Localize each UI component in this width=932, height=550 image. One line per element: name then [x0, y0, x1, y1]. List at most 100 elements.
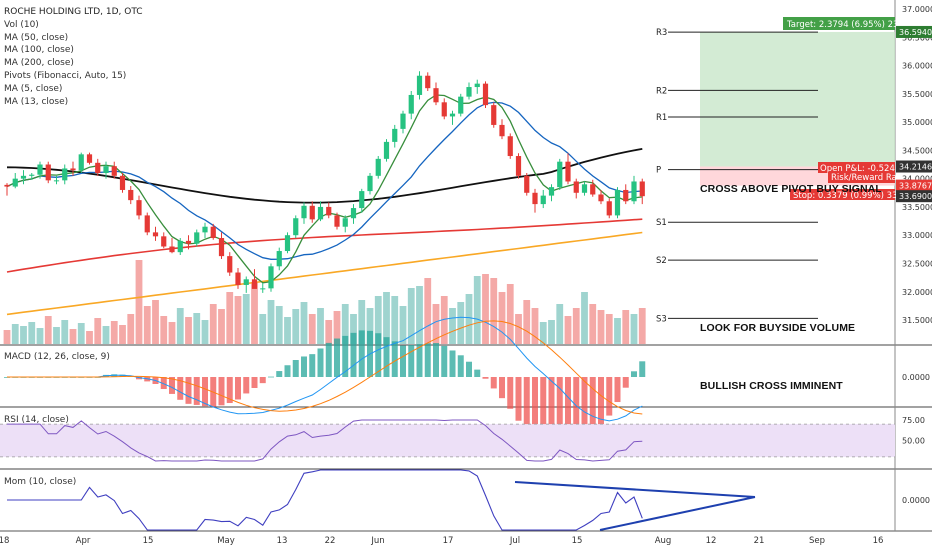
candle-body[interactable] [606, 201, 612, 216]
candle-body[interactable] [251, 279, 258, 289]
candle-body[interactable] [507, 136, 513, 157]
candle-body[interactable] [532, 192, 538, 205]
candle-body[interactable] [62, 168, 68, 181]
candle-body[interactable] [590, 184, 596, 195]
candle-body[interactable] [540, 195, 546, 205]
candle-body[interactable] [565, 161, 571, 182]
candle-body[interactable] [326, 206, 332, 216]
candle-body[interactable] [78, 154, 84, 171]
candle-body[interactable] [86, 154, 93, 163]
legend-item[interactable]: MA (5, close) [4, 83, 63, 94]
candle-body[interactable] [375, 158, 381, 176]
macd-histogram-bar [325, 342, 332, 377]
candle-body[interactable] [284, 235, 291, 252]
candle-body[interactable] [309, 205, 315, 220]
candle-body[interactable] [499, 124, 505, 137]
candle-body[interactable] [400, 113, 406, 129]
candle-body[interactable] [111, 166, 117, 176]
candle-body[interactable] [449, 113, 456, 117]
mom-pane-title[interactable]: Mom (10, close) [4, 477, 77, 487]
volume-bar [28, 322, 36, 344]
volume-bar [432, 304, 440, 344]
candle-body[interactable] [161, 236, 167, 247]
candle-body[interactable] [416, 75, 423, 95]
legend-item[interactable]: Pivots (Fibonacci, Auto, 15) [4, 70, 127, 81]
legend-item[interactable]: MA (50, close) [4, 32, 69, 43]
candle-body[interactable] [350, 208, 357, 219]
candle-body[interactable] [631, 181, 637, 202]
candle-body[interactable] [12, 178, 18, 187]
candle-body[interactable] [136, 200, 142, 216]
macd-histogram-bar [169, 377, 175, 394]
candle-body[interactable] [185, 240, 192, 244]
price-label: 33.8767 [899, 182, 932, 191]
candle-body[interactable] [573, 181, 579, 193]
candle-body[interactable] [152, 232, 159, 237]
macd-histogram-bar [532, 377, 538, 437]
candle-body[interactable] [276, 251, 282, 267]
candle-body[interactable] [383, 141, 390, 159]
candle-body[interactable] [317, 206, 324, 220]
candle-body[interactable] [614, 189, 621, 216]
candle-body[interactable] [491, 105, 497, 125]
candle-body[interactable] [177, 240, 183, 253]
legend-item[interactable]: MA (100, close) [4, 45, 74, 56]
candle-body[interactable] [37, 164, 43, 175]
rsi-pane-title[interactable]: RSI (14, close) [4, 415, 69, 425]
candle-body[interactable] [95, 162, 101, 173]
candle-body[interactable] [301, 205, 307, 219]
candle-body[interactable] [425, 75, 431, 89]
candle-body[interactable] [45, 164, 51, 181]
candle-body[interactable] [334, 215, 340, 227]
candle-body[interactable] [367, 175, 373, 192]
candle-body[interactable] [103, 166, 109, 173]
candle-body[interactable] [4, 184, 10, 187]
legend-item[interactable]: Vol (10) [4, 19, 39, 30]
candle-body[interactable] [441, 102, 447, 117]
candle-body[interactable] [557, 161, 563, 188]
candle-body[interactable] [458, 96, 464, 114]
candle-body[interactable] [235, 272, 241, 285]
candle-body[interactable] [474, 83, 480, 88]
candle-body[interactable] [466, 87, 472, 97]
candle-body[interactable] [53, 180, 60, 182]
candle-body[interactable] [623, 189, 629, 202]
candle-body[interactable] [598, 194, 604, 202]
candle-body[interactable] [194, 232, 200, 244]
candle-body[interactable] [293, 218, 299, 236]
candle-body[interactable] [482, 83, 489, 106]
candle-body[interactable] [70, 168, 76, 171]
candle-body[interactable] [144, 215, 150, 233]
candle-body[interactable] [119, 175, 126, 190]
candle-body[interactable] [392, 128, 398, 142]
candle-body[interactable] [342, 218, 348, 227]
macd-pane-title[interactable]: MACD (12, 26, close, 9) [4, 352, 110, 362]
volume-bar [473, 276, 481, 344]
candle-body[interactable] [359, 191, 365, 209]
candle-body[interactable] [268, 266, 274, 289]
candle-body[interactable] [515, 156, 522, 176]
price-label-box [896, 160, 932, 173]
candle-body[interactable] [227, 256, 233, 273]
candle-body[interactable] [128, 189, 134, 201]
candle-body[interactable] [639, 181, 645, 197]
candle-body[interactable] [20, 175, 27, 179]
price-tick: 37.0000 [902, 5, 932, 14]
legend-item[interactable]: MA (13, close) [4, 96, 69, 107]
candle-body[interactable] [210, 226, 216, 239]
candle-body[interactable] [548, 187, 555, 196]
candle-body[interactable] [218, 238, 225, 257]
candle-body[interactable] [524, 175, 530, 193]
candle-body[interactable] [29, 174, 35, 176]
candle-body[interactable] [169, 246, 175, 253]
candle-body[interactable] [243, 279, 249, 285]
time-tick: 17 [443, 536, 454, 546]
candle-body[interactable] [433, 88, 439, 103]
candle-body[interactable] [202, 226, 208, 233]
candle-body[interactable] [581, 184, 588, 193]
rsi-line [7, 419, 643, 462]
candle-body[interactable] [408, 94, 414, 114]
candle-body[interactable] [260, 288, 266, 290]
legend-item[interactable]: MA (200, close) [4, 58, 74, 69]
